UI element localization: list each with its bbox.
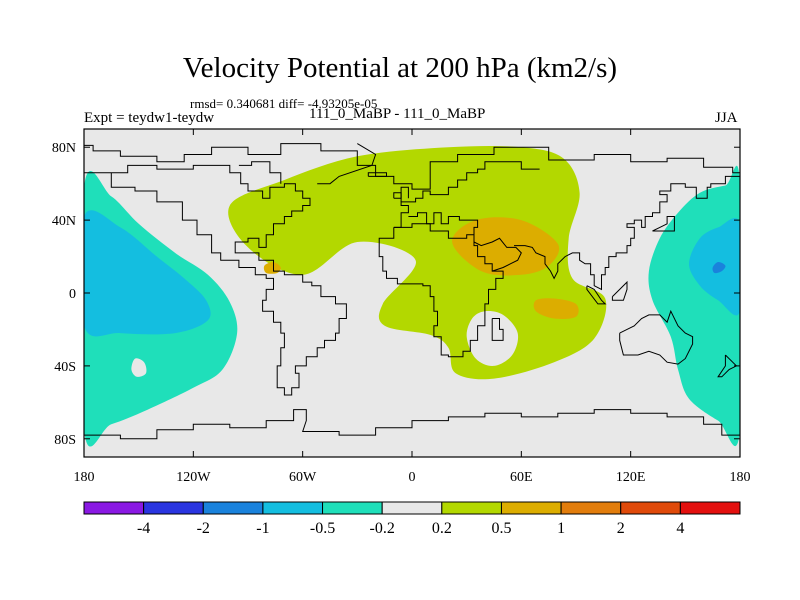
axis-ticks: 180 120W 60W 0 60E 120E 180 80N 40N 0 40S 80S (52, 129, 751, 485)
colorbar-label: 1 (557, 520, 565, 537)
experiment-label: Expt = teydw1-teydw (84, 110, 215, 126)
colorbar-label: 0.5 (491, 520, 511, 537)
contour-region (228, 145, 607, 380)
colorbar-label: -4 (137, 520, 150, 537)
x-tick-label: 120W (176, 470, 211, 485)
x-tick-label: 180 (730, 470, 751, 485)
coastline (378, 223, 504, 358)
contour-region (131, 358, 147, 377)
colorbar: -4 -2 -1 -0.5 -0.2 0.2 0.5 1 2 4 (83, 501, 741, 537)
x-tick-label: 60W (289, 470, 317, 485)
colorbar-label: 4 (676, 520, 684, 537)
colorbar-swatch (679, 501, 741, 515)
season-label: JJA (715, 110, 738, 126)
colorbar-swatch (202, 501, 264, 515)
case-names: 111_0_MaBP - 111_0_MaBP (309, 106, 486, 122)
colorbar-swatch (262, 501, 324, 515)
coastline (717, 354, 738, 378)
contour-region (712, 261, 726, 274)
colorbar-swatch (441, 501, 502, 515)
coastline (619, 309, 694, 365)
colorbar-label: -0.5 (310, 520, 335, 537)
colorbar-swatch (381, 501, 443, 515)
coastline (238, 161, 282, 184)
chart-title: Velocity Potential at 200 hPa (km2/s) (182, 52, 618, 84)
coastline (393, 192, 402, 199)
contour-region (533, 298, 579, 319)
coastline (652, 216, 675, 232)
y-tick-label: 0 (69, 287, 76, 302)
coastline (393, 161, 540, 228)
colorbar-label: -2 (197, 520, 210, 537)
colorbar-swatch (143, 501, 204, 515)
y-tick-label: 80N (52, 141, 76, 156)
colorbar-swatch (500, 501, 562, 515)
colorbar-label: -0.2 (370, 520, 395, 537)
coastline (514, 175, 740, 291)
coastline (408, 212, 479, 235)
y-tick-label: 40S (54, 360, 76, 375)
coastline (84, 409, 740, 440)
coastline (84, 164, 347, 396)
x-tick-label: 120E (616, 470, 646, 485)
coastline (611, 280, 628, 301)
colorbar-swatch (322, 501, 383, 515)
colorbar-swatch (83, 501, 145, 515)
colorbar-label: -1 (256, 520, 269, 537)
x-tick-label: 0 (409, 470, 416, 485)
y-tick-label: 40N (52, 214, 76, 229)
coastline (84, 143, 740, 190)
coastline (317, 143, 377, 185)
colorbar-label: 0.2 (432, 520, 452, 537)
coastline (491, 318, 504, 341)
colorbar-label: 2 (617, 520, 625, 537)
coastlines (84, 143, 740, 440)
y-tick-label: 80S (54, 433, 76, 448)
x-tick-label: 60E (510, 470, 533, 485)
x-tick-label: 180 (74, 470, 95, 485)
coastline (586, 285, 607, 305)
colorbar-swatch (620, 501, 681, 515)
rmsd-diff-stats: rmsd= 0.340681 diff= -4.93205e-05 (190, 96, 378, 111)
colorbar-swatch (560, 501, 622, 515)
contour-region (84, 210, 211, 337)
coastline (473, 237, 522, 272)
coastline (367, 172, 387, 177)
